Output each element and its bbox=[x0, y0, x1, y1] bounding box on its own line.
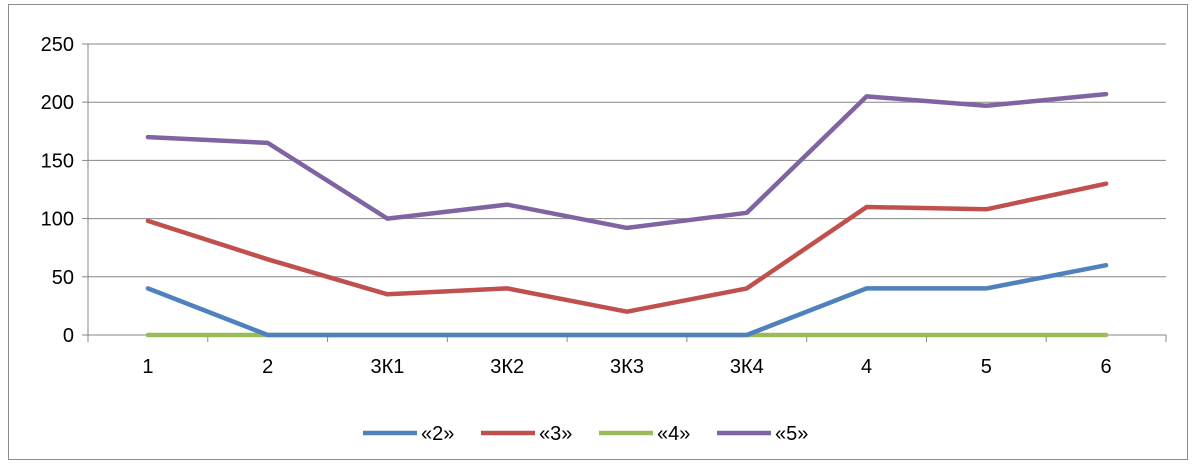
legend-item: «2» bbox=[363, 423, 454, 445]
x-tick-label: 5 bbox=[981, 356, 992, 378]
legend-label: «3» bbox=[539, 423, 572, 445]
chart-frame: 0 50 100 150 200 250 1 2 3К1 3К2 3К3 3К4 4 5 6 «2» «3» «… bbox=[8, 4, 1188, 460]
legend-label: «2» bbox=[421, 423, 454, 445]
legend-label: «5» bbox=[775, 423, 808, 445]
y-tick-label: 250 bbox=[41, 34, 74, 56]
x-tick-label: 1 bbox=[142, 356, 153, 378]
legend-item: «3» bbox=[481, 423, 572, 445]
x-tick-label: 3К4 bbox=[730, 356, 764, 378]
y-tick-label: 100 bbox=[41, 209, 74, 231]
x-tick-label: 3К3 bbox=[610, 356, 644, 378]
legend-item: «4» bbox=[599, 423, 690, 445]
x-tick-label: 3К2 bbox=[490, 356, 524, 378]
series-line-4 bbox=[145, 91, 1109, 231]
legend-item: «5» bbox=[717, 423, 808, 445]
y-tick-label: 200 bbox=[41, 92, 74, 114]
x-tick-label: 4 bbox=[861, 356, 872, 378]
series-lines bbox=[145, 91, 1109, 338]
y-tick-label: 50 bbox=[52, 267, 74, 289]
series-line-2 bbox=[145, 181, 1109, 314]
y-tick-label: 150 bbox=[41, 150, 74, 172]
legend: «2» «3» «4» «5» bbox=[363, 423, 808, 445]
legend-label: «4» bbox=[657, 423, 690, 445]
x-tick-label: 3К1 bbox=[370, 356, 404, 378]
series-line-1 bbox=[145, 262, 1109, 338]
x-tick-label: 6 bbox=[1101, 356, 1112, 378]
x-tick-label: 2 bbox=[262, 356, 273, 378]
y-tick-label: 0 bbox=[63, 325, 74, 347]
gridlines bbox=[88, 43, 1166, 278]
